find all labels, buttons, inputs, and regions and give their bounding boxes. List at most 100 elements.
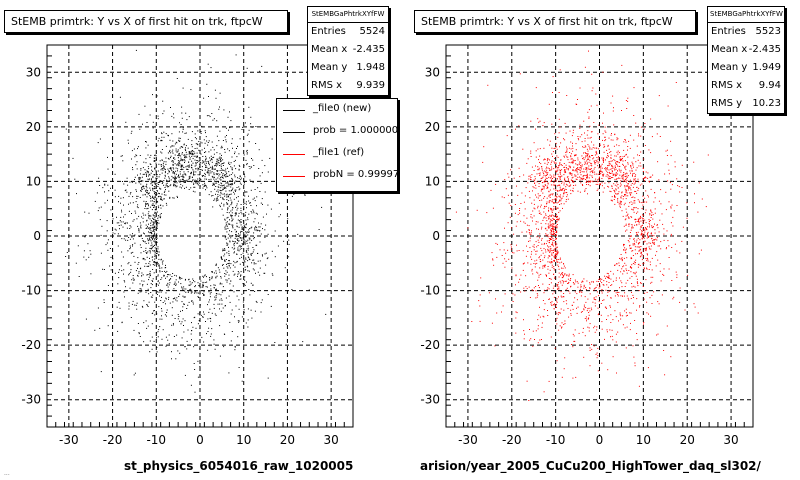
left-scatter-point — [156, 197, 158, 199]
left-y-tick-label: -10 — [21, 284, 41, 298]
left-scatter-point — [227, 243, 229, 245]
right-scatter-point — [534, 180, 536, 182]
left-scatter-point — [158, 181, 160, 183]
left-scatter-point — [165, 202, 167, 204]
left-scatter-point — [103, 299, 105, 301]
right-scatter-point — [525, 275, 527, 277]
left-scatter-point — [171, 314, 173, 316]
right-scatter-point — [544, 184, 546, 186]
right-scatter-point — [636, 145, 638, 147]
left-scatter-point — [288, 239, 290, 241]
right-scatter-point — [566, 148, 568, 150]
left-scatter-point — [230, 184, 231, 186]
right-scatter-point — [607, 144, 609, 146]
right-scatter-point — [535, 187, 537, 189]
right-scatter-point — [610, 139, 612, 141]
right-scatter-point — [587, 111, 589, 113]
right-scatter-point — [619, 206, 621, 208]
right-scatter-point — [579, 288, 581, 290]
left-scatter-point — [204, 184, 206, 186]
right-scatter-point — [574, 291, 576, 293]
left-scatter-point — [223, 169, 225, 171]
right-scatter-point — [663, 268, 665, 270]
right-scatter-point — [550, 163, 552, 165]
right-scatter-point — [631, 264, 633, 266]
right-scatter-point — [635, 232, 637, 233]
left-scatter-point — [153, 221, 155, 223]
left-scatter-point — [236, 156, 238, 158]
right-scatter-point — [570, 158, 572, 160]
right-scatter-point — [572, 132, 574, 134]
right-y-tick-label: 20 — [425, 120, 440, 134]
left-scatter-point — [235, 54, 237, 56]
left-scatter-point — [241, 213, 243, 215]
left-scatter-point — [142, 123, 143, 125]
right-scatter-point — [553, 248, 555, 250]
left-scatter-point — [230, 174, 232, 175]
right-scatter-point — [577, 286, 579, 288]
right-scatter-point — [572, 159, 574, 161]
right-scatter-point — [507, 194, 509, 196]
right-scatter-point — [638, 246, 640, 248]
left-scatter-point — [165, 133, 167, 135]
right-scatter-point — [551, 261, 553, 263]
right-scatter-point — [623, 164, 624, 166]
left-scatter-point — [146, 304, 148, 306]
left-scatter-point — [99, 185, 101, 186]
right-scatter-point — [591, 281, 593, 283]
left-scatter-point — [145, 158, 147, 160]
right-scatter-point — [556, 193, 558, 195]
right-scatter-point — [534, 266, 536, 268]
right-scatter-point — [637, 218, 639, 220]
right-scatter-point — [604, 136, 606, 138]
left-scatter-point — [200, 314, 202, 316]
right-scatter-point — [581, 171, 583, 173]
left-scatter-point — [240, 211, 242, 213]
right-scatter-point — [541, 228, 542, 230]
left-scatter-point — [149, 351, 151, 353]
left-scatter-point — [208, 163, 210, 164]
right-scatter-point — [580, 286, 582, 288]
left-scatter-point — [191, 176, 193, 178]
left-x-tick-label: -20 — [103, 433, 123, 447]
right-scatter-point — [666, 149, 668, 151]
right-scatter-point — [619, 156, 621, 158]
right-scatter-point — [614, 175, 616, 177]
left-scatter-point — [246, 153, 248, 155]
right-scatter-point — [538, 314, 540, 316]
left-scatter-point — [135, 154, 137, 156]
right-scatter-point — [613, 145, 615, 147]
left-scatter-point — [221, 163, 223, 165]
left-scatter-point — [209, 279, 211, 281]
left-scatter-point — [224, 186, 226, 188]
right-scatter-point — [555, 162, 557, 164]
right-scatter-point — [592, 158, 594, 160]
left-scatter-point — [220, 187, 222, 189]
right-scatter-point — [639, 239, 641, 241]
right-scatter-point — [518, 250, 520, 251]
left-scatter-point — [125, 286, 126, 288]
right-scatter-point — [589, 283, 591, 285]
left-scatter-point — [221, 177, 223, 178]
right-scatter-point — [649, 181, 650, 183]
left-scatter-point — [125, 121, 127, 123]
left-scatter-point — [226, 266, 228, 268]
right-scatter-point — [513, 252, 515, 254]
right-scatter-point — [638, 242, 639, 244]
right-scatter-point — [611, 165, 613, 167]
left-y-tick-label: 10 — [26, 174, 41, 188]
left-scatter-point — [189, 290, 191, 292]
right-scatter-point — [581, 178, 583, 180]
left-scatter-point — [206, 185, 207, 187]
left-scatter-point — [158, 254, 160, 255]
left-scatter-point — [153, 234, 155, 236]
right-scatter-point — [643, 235, 644, 237]
left-scatter-point — [157, 336, 159, 338]
left-scatter-point — [154, 261, 155, 263]
left-scatter-point — [254, 218, 256, 220]
right-scatter-point — [546, 180, 548, 182]
right-scatter-point — [529, 247, 531, 249]
right-scatter-point — [546, 240, 548, 242]
right-scatter-point — [606, 149, 608, 151]
left-scatter-point — [199, 366, 201, 367]
